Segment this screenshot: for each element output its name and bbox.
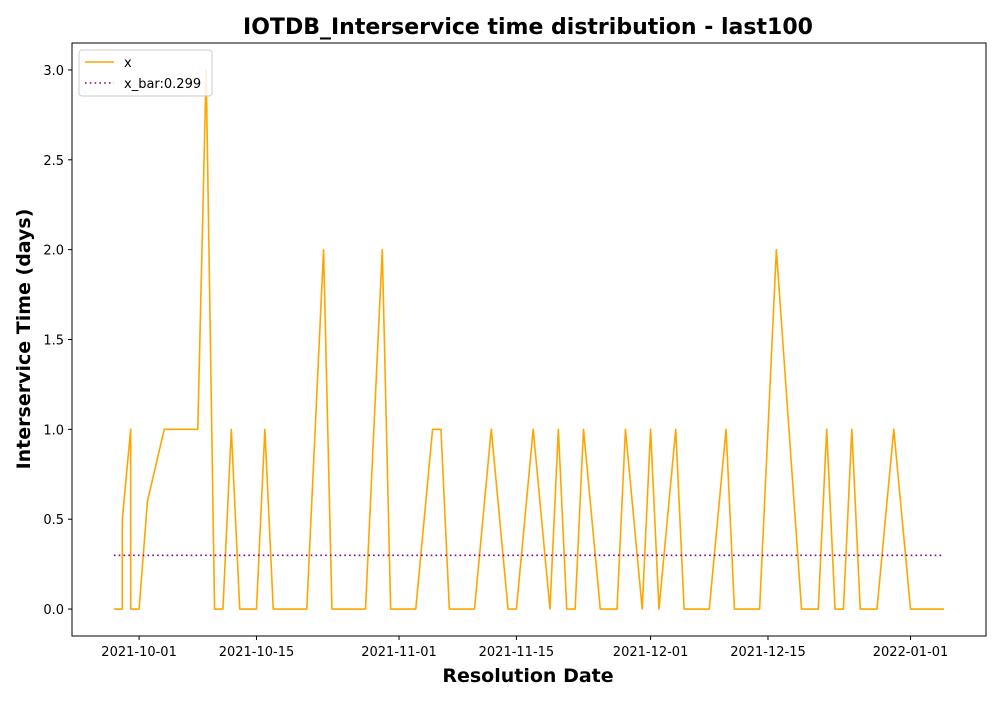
y-tick-label: 2.0 <box>43 244 64 259</box>
y-tick-label: 1.0 <box>43 423 64 438</box>
x-tick-label: 2021-12-01 <box>613 645 689 660</box>
y-tick-label: 2.5 <box>43 154 64 169</box>
y-tick-label: 0.5 <box>43 513 64 528</box>
y-tick-label: 3.0 <box>43 64 64 79</box>
chart-title: IOTDB_Interservice time distribution - l… <box>243 15 813 40</box>
y-tick-label: 1.5 <box>43 334 64 349</box>
x-tick-label: 2021-11-15 <box>479 645 555 660</box>
y-axis-label: Interservice Time (days) <box>13 209 35 470</box>
x-tick-label: 2021-12-15 <box>730 645 806 660</box>
x-tick-label: 2022-01-01 <box>873 645 949 660</box>
x-tick-label: 2021-10-01 <box>101 645 177 660</box>
legend-label-x-bar: x_bar:0.299 <box>124 77 201 92</box>
series-x-line <box>113 69 945 610</box>
x-tick-label: 2021-11-01 <box>361 645 437 660</box>
legend-label-x: x <box>124 56 132 71</box>
x-tick-label: 2021-10-15 <box>219 645 295 660</box>
x-axis-label: Resolution Date <box>442 665 613 687</box>
y-tick-label: 0.0 <box>43 603 64 618</box>
